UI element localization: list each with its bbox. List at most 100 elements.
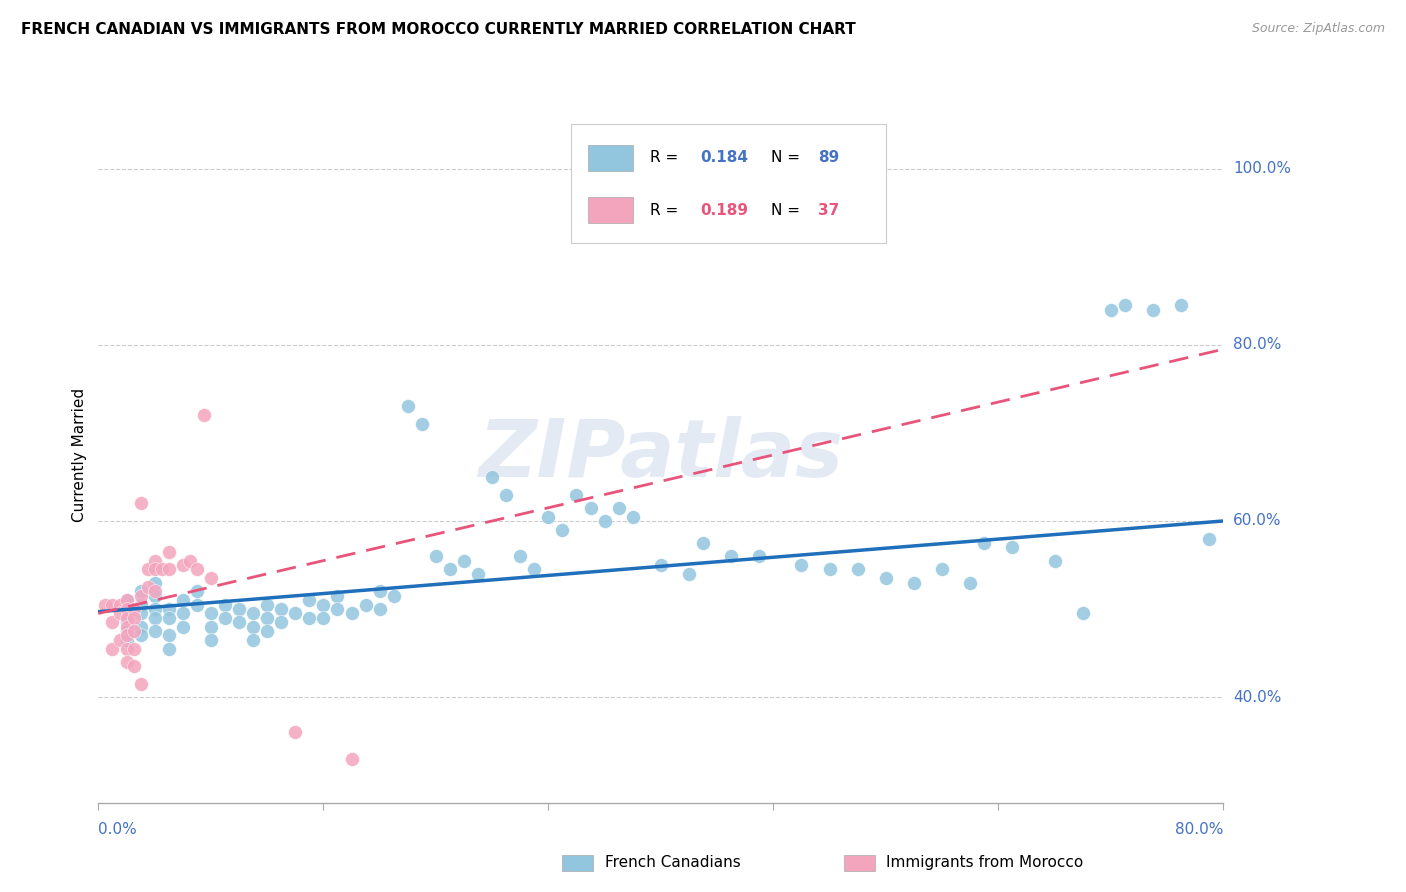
Point <box>101 598 124 612</box>
Point <box>593 514 616 528</box>
Point <box>172 558 194 572</box>
Point <box>312 598 335 612</box>
Point <box>143 611 166 625</box>
Point <box>101 641 124 656</box>
Point <box>214 598 236 612</box>
Point <box>579 500 602 515</box>
Point <box>242 632 264 647</box>
Point <box>129 628 152 642</box>
Text: 60.0%: 60.0% <box>1233 514 1281 528</box>
Point <box>157 562 180 576</box>
Point <box>129 589 152 603</box>
Point <box>931 562 953 576</box>
Point <box>143 624 166 638</box>
Point <box>495 487 517 501</box>
Point <box>270 602 292 616</box>
Point <box>256 624 278 638</box>
Point <box>565 487 588 501</box>
Point <box>115 624 138 638</box>
Point <box>509 549 531 564</box>
Point <box>172 620 194 634</box>
Point <box>157 628 180 642</box>
Point <box>122 602 145 616</box>
Point <box>256 598 278 612</box>
Point <box>129 607 152 621</box>
Point <box>621 509 644 524</box>
Point <box>1043 553 1066 567</box>
Point <box>115 593 138 607</box>
Point <box>115 602 138 616</box>
Text: 0.189: 0.189 <box>700 202 748 218</box>
Point <box>270 615 292 630</box>
Point <box>368 602 391 616</box>
Text: 100.0%: 100.0% <box>1233 161 1291 177</box>
Point <box>846 562 869 576</box>
Text: 0.184: 0.184 <box>700 151 748 165</box>
Text: 89: 89 <box>818 151 839 165</box>
Point <box>551 523 574 537</box>
Point <box>101 615 124 630</box>
Bar <box>588 145 633 171</box>
Point <box>1142 302 1164 317</box>
Point <box>228 602 250 616</box>
Point <box>115 628 138 642</box>
Point <box>108 607 131 621</box>
Point <box>256 611 278 625</box>
Point <box>115 593 138 607</box>
Point <box>129 496 152 510</box>
Point <box>115 611 138 625</box>
Point <box>115 602 138 616</box>
Point <box>143 602 166 616</box>
Point <box>115 615 138 630</box>
Point <box>875 571 897 585</box>
Text: N =: N = <box>770 202 804 218</box>
Point <box>143 575 166 590</box>
Point <box>453 553 475 567</box>
Point <box>396 400 419 414</box>
Point <box>136 562 159 576</box>
Point <box>136 580 159 594</box>
Point <box>1099 302 1122 317</box>
Point <box>150 562 173 576</box>
Point <box>108 632 131 647</box>
Point <box>818 562 841 576</box>
Point <box>143 562 166 576</box>
Text: Source: ZipAtlas.com: Source: ZipAtlas.com <box>1251 22 1385 36</box>
Point <box>157 545 180 559</box>
Bar <box>588 197 633 223</box>
Text: R =: R = <box>650 151 683 165</box>
Text: 80.0%: 80.0% <box>1175 822 1223 838</box>
Point <box>193 409 215 423</box>
Point <box>692 536 714 550</box>
Point <box>242 620 264 634</box>
Point <box>143 584 166 599</box>
Point <box>607 500 630 515</box>
Point <box>157 611 180 625</box>
Text: R =: R = <box>650 202 683 218</box>
Text: Immigrants from Morocco: Immigrants from Morocco <box>886 855 1083 870</box>
Point <box>340 607 363 621</box>
Point <box>1198 532 1220 546</box>
Y-axis label: Currently Married: Currently Married <box>72 388 87 522</box>
Point <box>122 624 145 638</box>
Point <box>157 641 180 656</box>
Point <box>143 589 166 603</box>
Point <box>312 611 335 625</box>
Point <box>129 677 152 691</box>
Point <box>108 598 131 612</box>
Point <box>354 598 377 612</box>
Point <box>115 620 138 634</box>
Point <box>382 589 405 603</box>
Point <box>790 558 813 572</box>
Point <box>537 509 560 524</box>
Point <box>214 611 236 625</box>
Text: N =: N = <box>770 151 804 165</box>
Point <box>200 571 222 585</box>
Point <box>326 602 349 616</box>
Point <box>122 611 145 625</box>
Point <box>172 607 194 621</box>
Text: 37: 37 <box>818 202 839 218</box>
Text: 40.0%: 40.0% <box>1233 690 1281 705</box>
Point <box>467 566 489 581</box>
Point <box>425 549 447 564</box>
